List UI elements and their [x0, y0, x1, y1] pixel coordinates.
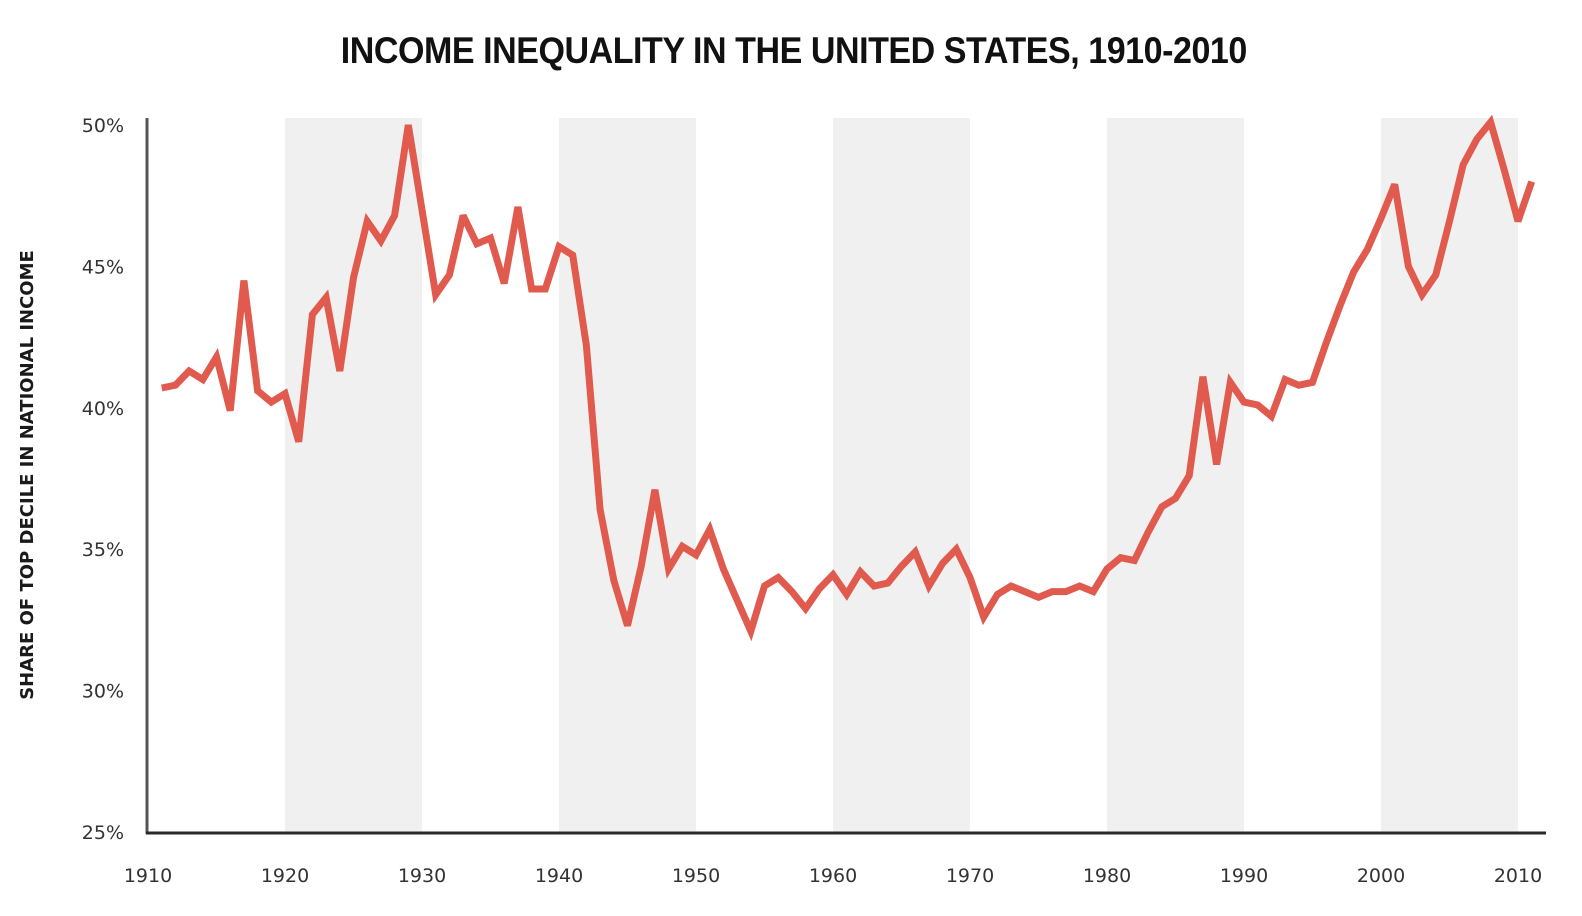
chart-title: INCOME INEQUALITY IN THE UNITED STATES, …	[340, 30, 1248, 71]
x-tick-label: 1970	[946, 865, 994, 887]
x-tick-label: 1910	[124, 865, 172, 887]
y-tick-label: 40%	[82, 398, 124, 420]
y-tick-label: 50%	[82, 115, 124, 137]
x-tick-label: 1950	[672, 865, 720, 887]
series-layer	[160, 114, 1536, 642]
x-tick-label: 1920	[261, 865, 309, 887]
x-tick-label: 1980	[1083, 865, 1131, 887]
series-line	[160, 114, 1536, 642]
x-tick-label: 2010	[1494, 865, 1542, 887]
y-axis-label: SHARE OF TOP DECILE IN NATIONAL INCOME	[17, 250, 38, 700]
x-tick-label: 1930	[398, 865, 446, 887]
x-tick-label: 2000	[1357, 865, 1405, 887]
shaded-band-1960s	[833, 118, 970, 832]
y-tick-label: 30%	[82, 681, 124, 703]
shaded-band-1980s	[1107, 118, 1244, 832]
shaded-band-1940s	[559, 118, 696, 832]
y-tick-label: 35%	[82, 539, 124, 561]
shaded-bands	[285, 118, 1518, 832]
x-tick-label: 1960	[809, 865, 857, 887]
x-tick-label: 1990	[1220, 865, 1268, 887]
x-tick-label: 1940	[535, 865, 583, 887]
y-tick-label: 45%	[82, 256, 124, 278]
shaded-band-1920s	[285, 118, 422, 832]
y-tick-label: 25%	[82, 822, 124, 844]
x-axis-ticks: 1910 1920 1930 1940 1950 1960 1970 1980 1990 2000…	[124, 865, 1542, 887]
y-axis-ticks: 50% 45% 40% 35% 30% 25%	[82, 115, 124, 844]
